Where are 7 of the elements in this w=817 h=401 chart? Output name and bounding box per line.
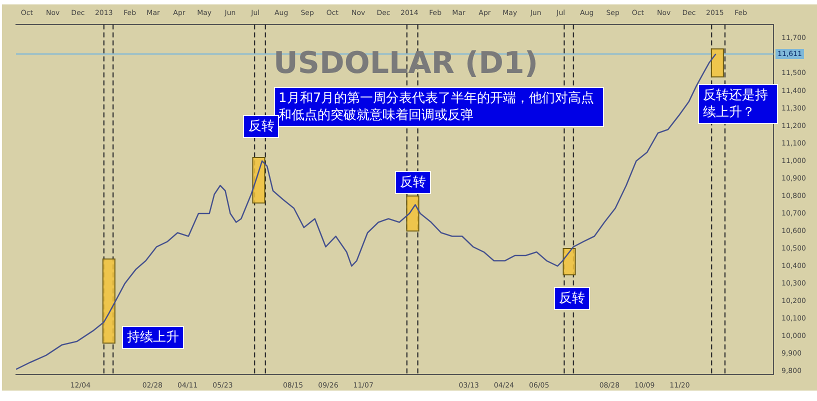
- annotation: 1月和7月的第一周分表代表了半年的开端，他们对高点和低点的突破就意味着回调或反弹: [274, 87, 604, 128]
- text: USDOLLAR (D1): [274, 46, 538, 82]
- annotation: 持续上升: [122, 326, 184, 349]
- annotation: 反转还是持续上升？: [698, 84, 778, 124]
- annotation: 反转: [394, 171, 431, 194]
- annotation: 反转: [554, 287, 590, 310]
- annotation: 反转: [243, 115, 280, 138]
